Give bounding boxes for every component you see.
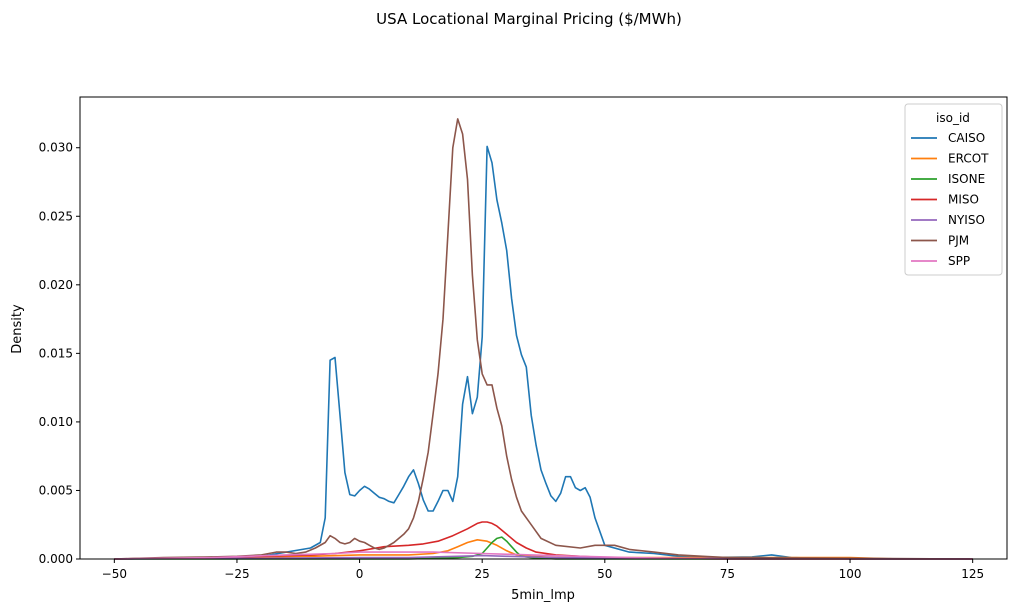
y-tick-label: 0.025 bbox=[39, 209, 73, 223]
series-line-pjm bbox=[114, 118, 973, 560]
x-tick-label: 75 bbox=[720, 567, 735, 581]
legend: iso_id CAISO ERCOT ISONE MISO NYISO PJM SPP bbox=[904, 103, 1003, 276]
y-tick-label: 0.000 bbox=[39, 552, 73, 566]
x-tick-label: 25 bbox=[475, 567, 490, 581]
x-tick-label: 125 bbox=[961, 567, 984, 581]
legend-label-pjm: PJM bbox=[948, 234, 969, 248]
series-line-nyiso bbox=[114, 554, 973, 560]
chart-title: USA Locational Marginal Pricing ($/MWh) bbox=[376, 10, 682, 28]
legend-label-spp: SPP bbox=[948, 254, 970, 268]
y-axis: 0.000 0.005 0.010 0.015 0.020 0.025 0.030 bbox=[39, 141, 80, 566]
x-axis: −50 −25 0 25 50 75 100 125 bbox=[102, 559, 984, 581]
legend-label-nyiso: NYISO bbox=[948, 213, 985, 227]
legend-label-caiso: CAISO bbox=[948, 131, 985, 145]
series-line-spp bbox=[114, 551, 973, 560]
y-tick-label: 0.010 bbox=[39, 415, 73, 429]
legend-label-miso: MISO bbox=[948, 193, 979, 207]
y-tick-label: 0.005 bbox=[39, 483, 73, 497]
x-tick-label: 0 bbox=[356, 567, 364, 581]
x-axis-label: 5min_lmp bbox=[511, 588, 575, 603]
x-tick-label: 50 bbox=[597, 567, 612, 581]
legend-label-ercot: ERCOT bbox=[948, 152, 989, 166]
y-tick-label: 0.015 bbox=[39, 346, 73, 360]
legend-title: iso_id bbox=[936, 111, 970, 125]
series-line-caiso bbox=[114, 145, 973, 560]
x-tick-label: −25 bbox=[224, 567, 249, 581]
plot-lines bbox=[114, 118, 973, 560]
legend-label-isone: ISONE bbox=[948, 172, 985, 186]
y-axis-label: Density bbox=[10, 304, 25, 354]
legend-box bbox=[904, 103, 1003, 276]
x-tick-label: 100 bbox=[839, 567, 862, 581]
x-tick-label: −50 bbox=[102, 567, 127, 581]
y-tick-label: 0.030 bbox=[39, 141, 73, 155]
series-line-miso bbox=[114, 521, 973, 560]
y-tick-label: 0.020 bbox=[39, 278, 73, 292]
plot-frame bbox=[79, 96, 1008, 560]
